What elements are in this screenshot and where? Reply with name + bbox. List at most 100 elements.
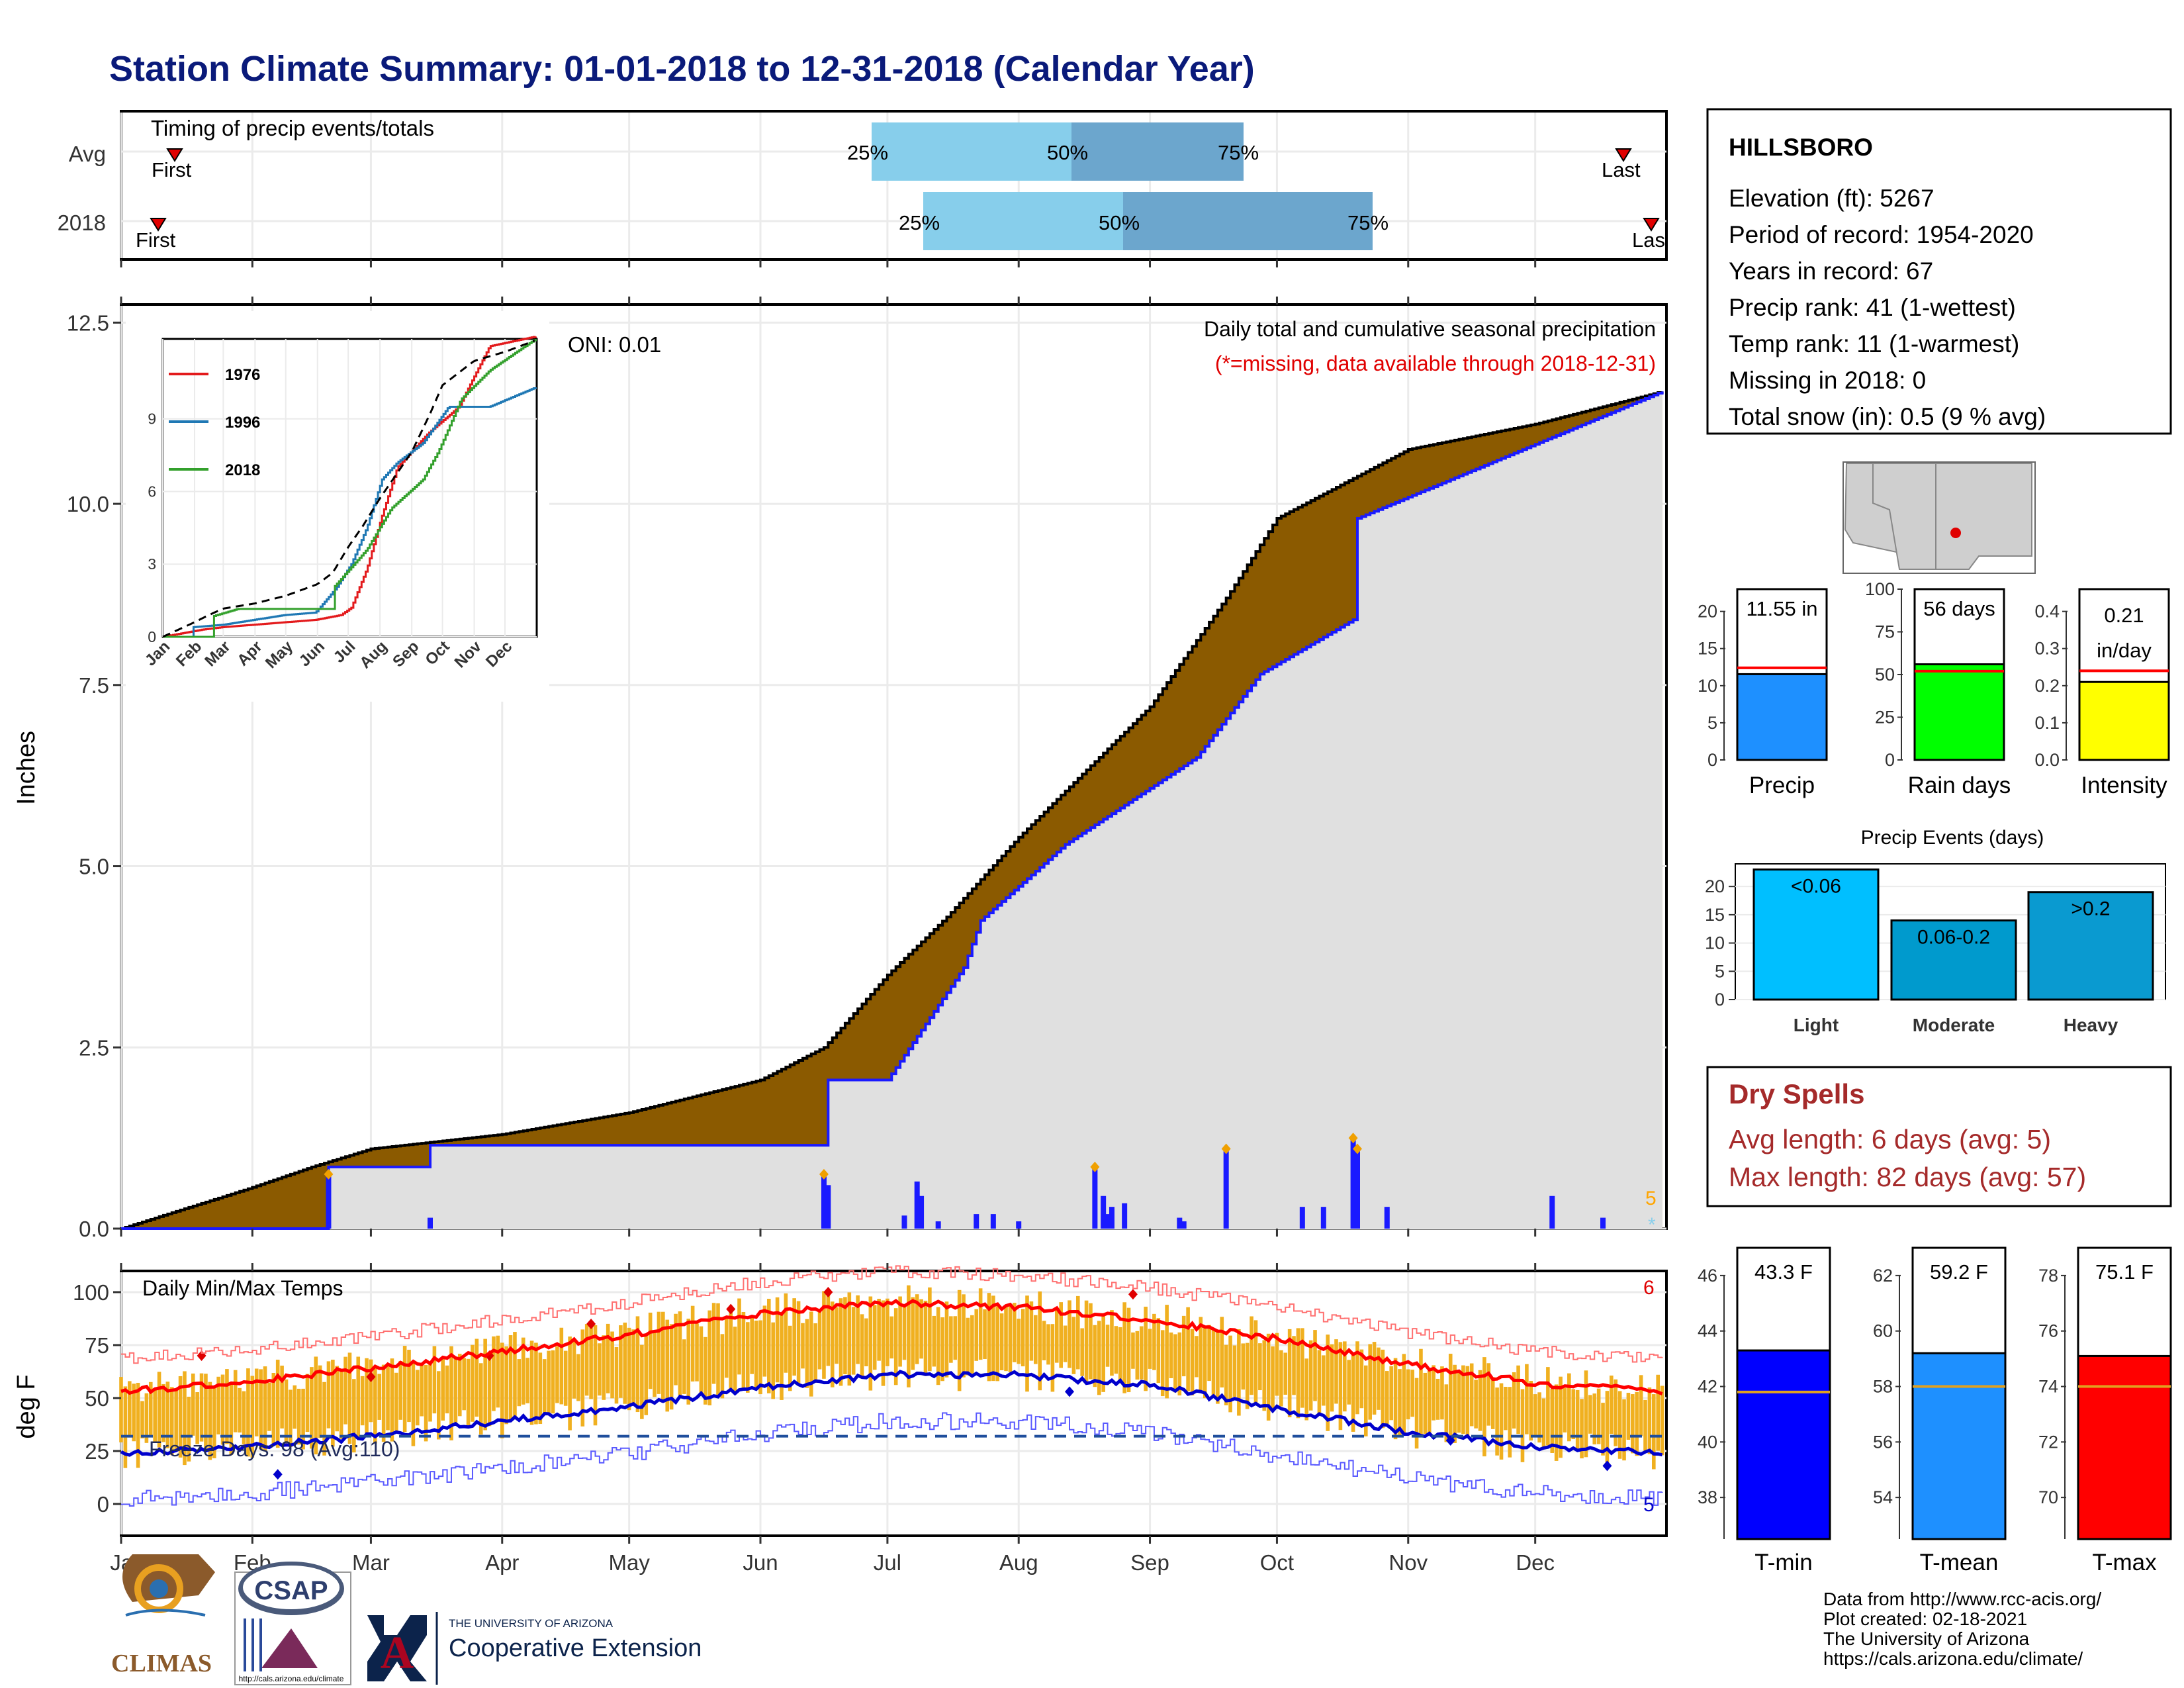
daily-temp-bar bbox=[936, 1307, 940, 1385]
footer-website: https://cals.arizona.edu/climate/ bbox=[1823, 1648, 2083, 1669]
daily-temp-bar bbox=[1410, 1370, 1414, 1417]
daily-temp-bar bbox=[148, 1382, 153, 1437]
daily-temp-bar bbox=[1495, 1387, 1499, 1456]
daily-temp-bar bbox=[1228, 1335, 1232, 1413]
daily-temp-bar bbox=[1199, 1317, 1203, 1393]
events-category: Moderate bbox=[1913, 1015, 1995, 1035]
daily-temp-bar bbox=[1330, 1344, 1334, 1412]
daily-temp-bar bbox=[839, 1298, 843, 1386]
daily-temp-bar bbox=[1122, 1302, 1126, 1393]
daily-precip-bar bbox=[1105, 1214, 1111, 1229]
daily-temp-bar bbox=[289, 1389, 293, 1448]
timing-2018-p75: 75% bbox=[1347, 211, 1388, 234]
daily-temp-bar bbox=[1050, 1324, 1055, 1392]
inset-series-line bbox=[163, 339, 537, 638]
temp-ytick: 75 bbox=[85, 1333, 109, 1358]
daily-precip-bar bbox=[1600, 1217, 1606, 1229]
events-bar bbox=[2027, 891, 2154, 1001]
daily-temp-bar bbox=[1063, 1325, 1068, 1362]
timing-2018-first: First bbox=[136, 228, 176, 252]
daily-temp-bar bbox=[991, 1295, 995, 1382]
temp-bar-label: T-min bbox=[1754, 1550, 1813, 1575]
daily-temp-bar bbox=[161, 1383, 165, 1442]
daily-temp-bar bbox=[1554, 1384, 1559, 1461]
daily-temp-bar bbox=[1232, 1345, 1237, 1397]
daily-temp-bar bbox=[132, 1383, 136, 1442]
daily-temp-bar bbox=[1580, 1399, 1584, 1459]
timing-avg-last-marker bbox=[1615, 148, 1632, 162]
timing-2018-p50: 50% bbox=[1099, 211, 1140, 234]
daily-temp-bar bbox=[729, 1306, 733, 1391]
daily-temp-bar bbox=[762, 1305, 767, 1377]
timing-2018-last-marker bbox=[1643, 218, 1660, 232]
daily-temp-bar bbox=[1266, 1333, 1271, 1421]
mini-bar-value-label: 11.55 in bbox=[1746, 597, 1817, 620]
daily-temp-bar bbox=[758, 1320, 762, 1395]
daily-temp-bar bbox=[212, 1386, 216, 1458]
ua-small-text: THE UNIVERSITY OF ARIZONA bbox=[449, 1617, 614, 1630]
daily-temp-bar bbox=[1216, 1331, 1220, 1404]
daily-temp-bar bbox=[627, 1327, 631, 1411]
temp-bar-ytick: 38 bbox=[1698, 1487, 1717, 1507]
daily-temp-bar bbox=[1377, 1347, 1381, 1410]
record-marker bbox=[1221, 1143, 1231, 1154]
daily-temp-bar bbox=[1550, 1388, 1555, 1453]
daily-temp-bar bbox=[1292, 1336, 1296, 1395]
temp-bar-label: T-max bbox=[2092, 1550, 2157, 1575]
daily-temp-bar bbox=[711, 1303, 716, 1384]
daily-temp-bar bbox=[1541, 1398, 1546, 1450]
daily-temp-bar bbox=[1304, 1358, 1309, 1421]
daily-temp-bar bbox=[1406, 1369, 1410, 1420]
station-missing: Missing in 2018: 0 bbox=[1729, 367, 1926, 394]
mini-bar-ytick: 50 bbox=[1875, 665, 1895, 684]
record-high-marker bbox=[726, 1303, 736, 1315]
daily-temp-bar bbox=[843, 1297, 847, 1375]
tmax-record-line bbox=[121, 1265, 1663, 1364]
daily-temp-bar bbox=[1165, 1305, 1169, 1399]
mini-bar-ytick: 20 bbox=[1698, 602, 1717, 622]
daily-temp-bar bbox=[1474, 1380, 1478, 1429]
daily-precip-bar bbox=[825, 1185, 831, 1229]
mini-bar-value bbox=[1736, 673, 1828, 761]
mini-bar-ytick: 0 bbox=[1707, 750, 1717, 770]
daily-temp-bar bbox=[1643, 1399, 1647, 1451]
daily-temp-bar bbox=[928, 1287, 932, 1372]
daily-temp-bar bbox=[737, 1298, 741, 1375]
inset-legend-label: 1976 bbox=[225, 366, 260, 384]
month-tick-label: Sep bbox=[1130, 1550, 1169, 1575]
daily-temp-bar bbox=[157, 1372, 161, 1448]
daily-temp-bar bbox=[457, 1354, 462, 1417]
temp-bar-ytick: 60 bbox=[1873, 1321, 1893, 1341]
daily-temp-bar bbox=[1068, 1300, 1071, 1368]
daily-temp-bar bbox=[356, 1356, 361, 1439]
daily-temp-bar bbox=[720, 1334, 725, 1399]
precip-ytick: 7.5 bbox=[79, 673, 109, 698]
daily-temp-bar bbox=[911, 1297, 915, 1370]
daily-temp-bar bbox=[1071, 1317, 1076, 1374]
daily-temp-bar bbox=[856, 1295, 860, 1364]
temp-bar-ytick: 46 bbox=[1698, 1266, 1717, 1286]
temp-bar-ytick: 40 bbox=[1698, 1432, 1717, 1452]
daily-temp-bar bbox=[699, 1326, 704, 1393]
daily-precip-bar bbox=[326, 1174, 332, 1229]
daily-temp-bar bbox=[898, 1296, 902, 1367]
daily-temp-bar bbox=[593, 1325, 598, 1426]
daily-temp-bar bbox=[504, 1346, 508, 1425]
daily-temp-bar bbox=[1025, 1295, 1029, 1392]
daily-temp-bar bbox=[631, 1329, 635, 1405]
timing-avg-q2 bbox=[1071, 122, 1244, 181]
temperature-summary-bars: 43.3 F 38 40 42 44 46 T-min 59.2 F 54 56 58 60 62 T-m… bbox=[1698, 1246, 2172, 1575]
daily-temp-bar bbox=[974, 1309, 979, 1361]
daily-precip-bar bbox=[935, 1221, 941, 1229]
record-high-marker bbox=[586, 1319, 596, 1329]
daily-temp-bar bbox=[780, 1314, 784, 1400]
temp-bar-ytick: 72 bbox=[2038, 1432, 2058, 1452]
mini-bar-ytick: 0.1 bbox=[2034, 713, 2060, 733]
precip-ylabel: Inches bbox=[13, 731, 40, 805]
daily-temp-bar bbox=[199, 1373, 204, 1442]
daily-temp-bar bbox=[1478, 1370, 1482, 1431]
daily-temp-bar bbox=[1516, 1365, 1520, 1434]
daily-temp-bar bbox=[517, 1359, 522, 1407]
daily-temp-bar bbox=[745, 1322, 750, 1393]
daily-temp-bar bbox=[275, 1360, 280, 1448]
